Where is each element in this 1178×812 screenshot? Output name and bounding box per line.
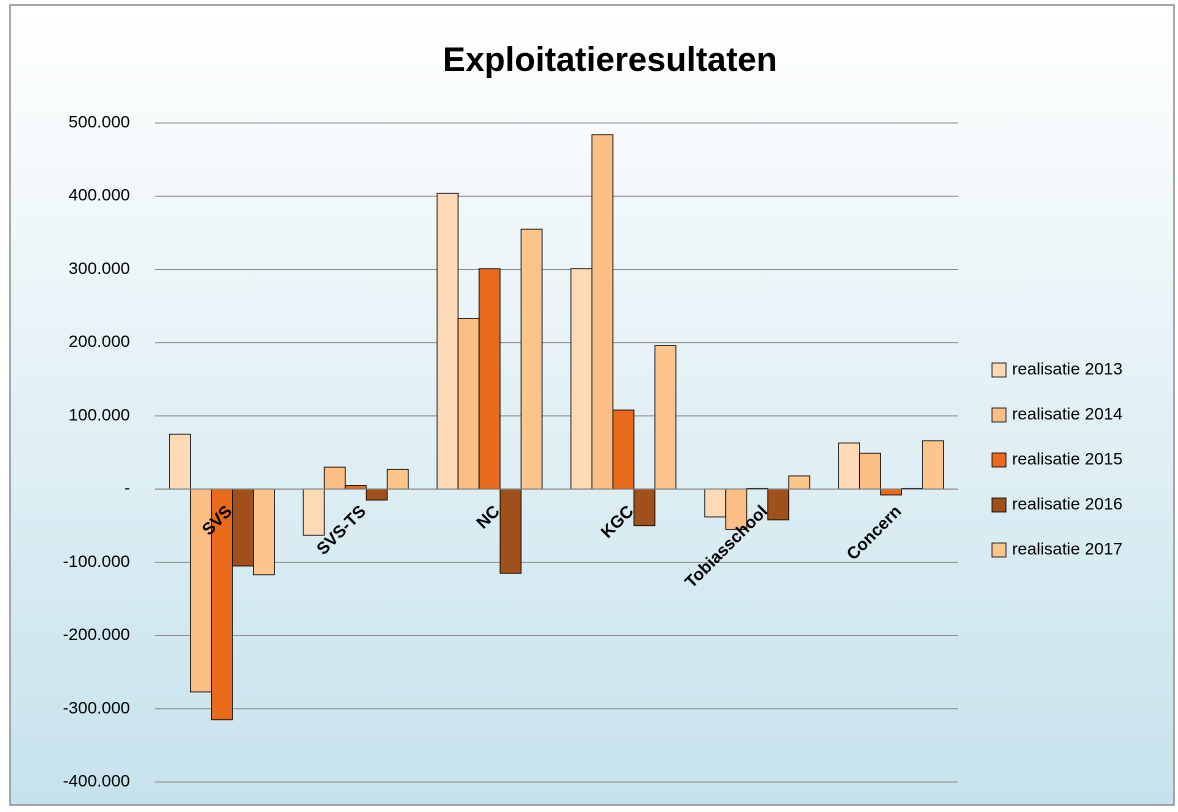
legend-swatch: [991, 542, 1007, 558]
legend-swatch: [991, 452, 1007, 468]
bar: [838, 442, 860, 490]
bar: [633, 488, 656, 527]
bar: [520, 228, 543, 490]
bar: [880, 488, 902, 496]
bar: [788, 475, 811, 490]
bar: [859, 452, 881, 490]
legend-label: realisatie 2016: [1012, 494, 1123, 513]
bar: [365, 488, 388, 501]
y-tick-label: 300.000: [69, 259, 130, 278]
bar: [570, 268, 593, 490]
legend-label: realisatie 2014: [1012, 404, 1123, 423]
bar: [169, 433, 191, 490]
bar: [591, 134, 614, 490]
legend-swatch: [991, 362, 1007, 378]
y-tick-label: -100.000: [63, 552, 130, 571]
y-tick-label: 500.000: [69, 112, 130, 131]
y-tick-label: -400.000: [63, 771, 130, 790]
legend-swatch: [991, 407, 1007, 423]
bar: [386, 468, 409, 490]
y-tick-label: 100.000: [69, 405, 130, 424]
legend-label: realisatie 2013: [1012, 359, 1123, 378]
bar: [302, 488, 325, 536]
bar: [344, 485, 367, 490]
legend-label: realisatie 2017: [1012, 539, 1123, 558]
chart-title: Exploitatieresultaten: [443, 41, 777, 79]
y-tick-label: -: [124, 479, 130, 498]
bar: [654, 345, 677, 490]
y-tick-label: -300.000: [63, 698, 130, 717]
bar: [704, 488, 727, 518]
bar: [253, 488, 275, 576]
bar: [457, 318, 480, 490]
legend-label: realisatie 2015: [1012, 449, 1123, 468]
y-tick-label: 200.000: [69, 332, 130, 351]
bar: [499, 488, 522, 574]
bar: [478, 268, 501, 490]
bar: [323, 466, 346, 490]
bar: [232, 488, 254, 567]
bar: [612, 409, 635, 490]
y-tick-label: 400.000: [69, 186, 130, 205]
legend-swatch: [991, 497, 1007, 513]
bar: [922, 440, 944, 490]
y-tick-label: -200.000: [63, 625, 130, 644]
bar: [436, 192, 459, 490]
